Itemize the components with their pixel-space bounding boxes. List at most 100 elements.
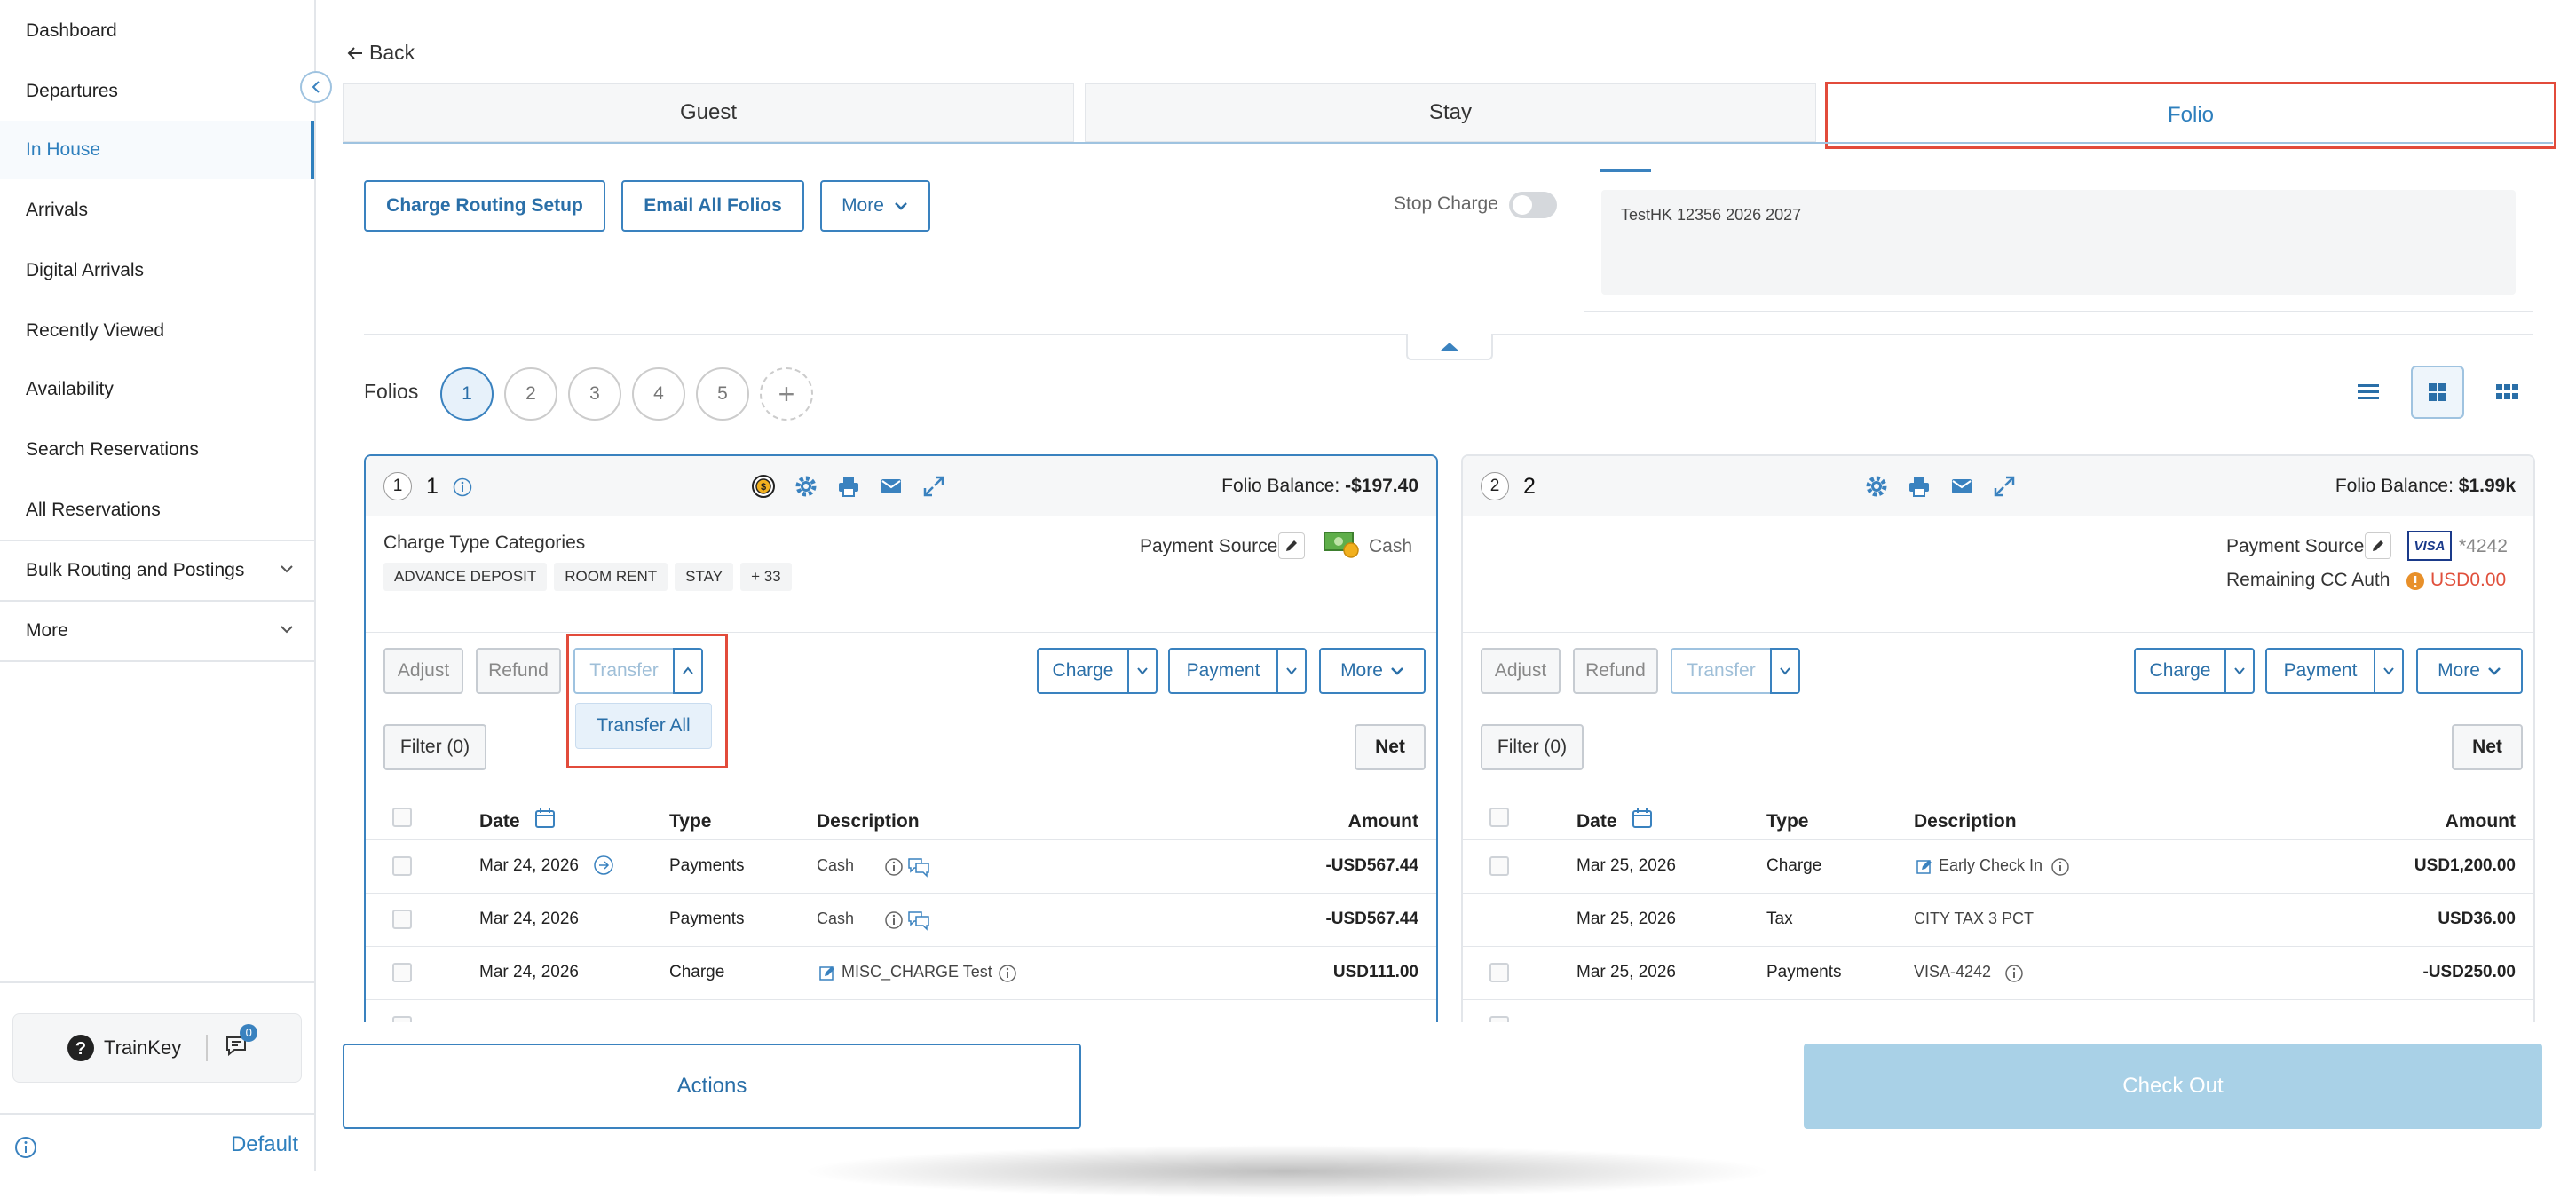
email-all-folios-button[interactable]: Email All Folios	[621, 180, 804, 232]
column-date[interactable]: Date	[1576, 811, 1617, 832]
back-link[interactable]: Back	[346, 41, 415, 65]
card-more-button[interactable]: More	[1319, 648, 1426, 694]
sidebar-item-recently-viewed[interactable]: Recently Viewed	[0, 302, 314, 360]
comment-icon[interactable]	[907, 910, 930, 931]
table-row[interactable]: Mar 24, 2026 Payments Cash -USD567.44	[366, 839, 1436, 893]
folio-selector-1[interactable]: 1	[440, 367, 494, 421]
select-all-checkbox[interactable]	[392, 808, 412, 827]
payment-dropdown-toggle[interactable]	[2374, 648, 2404, 694]
info-icon[interactable]	[14, 1136, 37, 1159]
two-column-view-button[interactable]	[2411, 366, 2464, 419]
refund-button[interactable]: Refund	[476, 648, 561, 694]
table-row[interactable]: Mar 24, 2026 Payments Cash -USD567.44	[366, 893, 1436, 946]
info-icon[interactable]	[884, 857, 904, 877]
transfer-button[interactable]: Transfer	[573, 648, 675, 694]
row-checkbox[interactable]	[392, 963, 412, 982]
info-icon[interactable]	[884, 910, 904, 930]
charge-dropdown-toggle[interactable]	[2224, 648, 2255, 694]
row-checkbox[interactable]	[392, 1016, 412, 1022]
email-icon[interactable]	[1949, 474, 1974, 499]
calendar-icon[interactable]	[1632, 808, 1653, 829]
arrow-right-circle-icon[interactable]	[593, 855, 614, 876]
edit-note-icon[interactable]	[1916, 858, 1933, 876]
tab-guest[interactable]: Guest	[343, 83, 1074, 142]
three-column-view-button[interactable]	[2480, 366, 2533, 419]
sidebar-collapse-button[interactable]	[300, 71, 332, 103]
refund-button[interactable]: Refund	[1573, 648, 1658, 694]
net-button[interactable]: Net	[1355, 724, 1426, 770]
row-checkbox[interactable]	[392, 856, 412, 876]
sidebar-item-bulk-routing[interactable]: Bulk Routing and Postings	[0, 541, 314, 600]
charge-button[interactable]: Charge	[1037, 648, 1129, 694]
sidebar-item-availability[interactable]: Availability	[0, 360, 314, 419]
print-icon[interactable]	[1907, 474, 1932, 499]
filter-button[interactable]: Filter (0)	[1481, 724, 1584, 770]
charge-button[interactable]: Charge	[2134, 648, 2226, 694]
sidebar-item-in-house[interactable]: In House	[0, 121, 314, 179]
edit-payment-source-button[interactable]	[2365, 532, 2391, 559]
category-chip[interactable]: ADVANCE DEPOSIT	[383, 563, 548, 591]
transfer-dropdown-toggle[interactable]	[673, 648, 703, 694]
info-icon[interactable]	[2004, 964, 2024, 983]
info-icon[interactable]	[453, 477, 472, 497]
category-chip[interactable]: ROOM RENT	[554, 563, 668, 591]
table-row[interactable]: Mar 25, 2026 Tax CITY TAX 3 PCT USD36.00	[1463, 893, 2533, 946]
messages-button[interactable]: 0	[224, 1023, 258, 1064]
column-date[interactable]: Date	[479, 811, 520, 832]
table-row[interactable]	[1463, 999, 2533, 1022]
default-profile-link[interactable]: Default	[230, 1132, 298, 1156]
info-icon[interactable]	[998, 964, 1017, 983]
coin-icon[interactable]: $	[751, 474, 776, 499]
row-checkbox[interactable]	[392, 910, 412, 929]
adjust-button[interactable]: Adjust	[383, 648, 463, 694]
edit-payment-source-button[interactable]	[1278, 532, 1305, 559]
folio-selector-4[interactable]: 4	[632, 367, 685, 421]
info-icon[interactable]	[2051, 857, 2070, 877]
expand-icon[interactable]	[921, 474, 946, 499]
folio-selector-3[interactable]: 3	[568, 367, 621, 421]
category-chip[interactable]: STAY	[675, 563, 734, 591]
tab-folio[interactable]: Folio	[1825, 82, 2556, 149]
tab-stay[interactable]: Stay	[1085, 83, 1816, 142]
card-more-button[interactable]: More	[2416, 648, 2523, 694]
adjust-button[interactable]: Adjust	[1481, 648, 1561, 694]
print-icon[interactable]	[836, 474, 861, 499]
payment-button[interactable]: Payment	[2265, 648, 2375, 694]
table-row[interactable]	[366, 999, 1436, 1022]
toolbar-more-button[interactable]: More	[820, 180, 930, 232]
stop-charge-toggle[interactable]	[1509, 192, 1557, 218]
edit-note-icon[interactable]	[818, 965, 836, 982]
charge-dropdown-toggle[interactable]	[1127, 648, 1158, 694]
charge-routing-setup-button[interactable]: Charge Routing Setup	[364, 180, 605, 232]
comment-icon[interactable]	[907, 856, 930, 878]
expand-icon[interactable]	[1992, 474, 2017, 499]
row-checkbox[interactable]	[1489, 963, 1509, 982]
transfer-dropdown-toggle[interactable]	[1770, 648, 1800, 694]
folio-selector-2[interactable]: 2	[504, 367, 557, 421]
payment-dropdown-toggle[interactable]	[1276, 648, 1307, 694]
table-row[interactable]: Mar 25, 2026 Payments VISA-4242 -USD250.…	[1463, 946, 2533, 999]
email-icon[interactable]	[879, 474, 904, 499]
gear-icon[interactable]	[1864, 474, 1889, 499]
filter-button[interactable]: Filter (0)	[383, 724, 486, 770]
select-all-checkbox[interactable]	[1489, 808, 1509, 827]
payment-button[interactable]: Payment	[1168, 648, 1278, 694]
sidebar-item-arrivals[interactable]: Arrivals	[0, 181, 314, 240]
sidebar-item-all-reservations[interactable]: All Reservations	[0, 481, 314, 540]
table-row[interactable]: Mar 25, 2026 Charge Early Check In USD1,…	[1463, 839, 2533, 893]
sidebar-item-search-reservations[interactable]: Search Reservations	[0, 421, 314, 479]
sidebar-item-departures[interactable]: Departures	[0, 62, 314, 121]
table-row[interactable]: Mar 24, 2026 Charge MISC_CHARGE Test USD…	[366, 946, 1436, 999]
trainkey-button[interactable]: ? TrainKey	[67, 1034, 181, 1062]
folio-selector-5[interactable]: 5	[696, 367, 749, 421]
calendar-icon[interactable]	[534, 808, 556, 829]
row-checkbox[interactable]	[1489, 1016, 1509, 1022]
sidebar-item-more[interactable]: More	[0, 602, 314, 660]
sidebar-item-dashboard[interactable]: Dashboard	[0, 2, 314, 60]
row-checkbox[interactable]	[1489, 856, 1509, 876]
actions-button[interactable]: Actions	[343, 1044, 1081, 1129]
add-folio-button[interactable]: +	[760, 367, 813, 421]
collapse-section-button[interactable]	[1406, 334, 1493, 360]
list-view-button[interactable]	[2342, 366, 2395, 419]
transfer-all-menu-item[interactable]: Transfer All	[575, 703, 712, 749]
